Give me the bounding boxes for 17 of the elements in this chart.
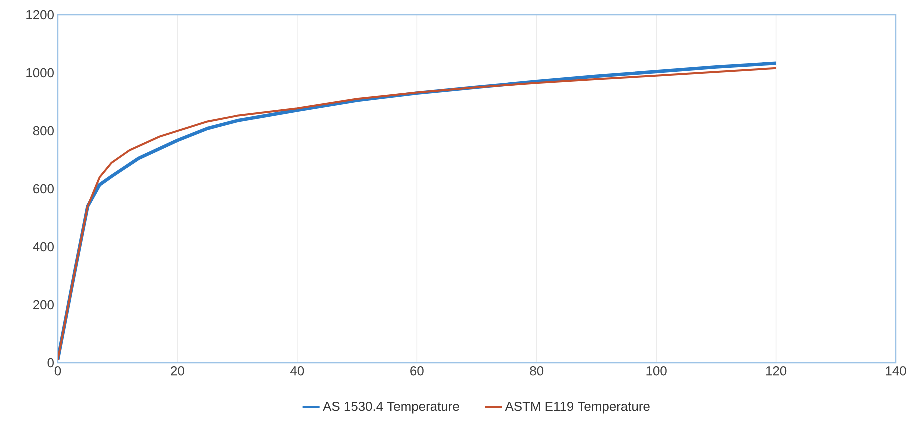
x-tick-label: 140 [886, 366, 906, 376]
y-tick-label: 0 [48, 358, 54, 368]
x-tick-label: 80 [530, 366, 544, 376]
y-tick-label: 600 [34, 184, 54, 194]
legend-label: AS 1530.4 Temperature [323, 402, 460, 414]
y-tick-label: 200 [34, 300, 54, 310]
y-tick-label: 800 [33, 126, 54, 136]
x-tick-label: 100 [646, 366, 667, 376]
y-tick-label: 1200 [26, 10, 54, 20]
x-tick-label: 20 [171, 366, 184, 376]
x-tick-label: 120 [766, 366, 787, 376]
y-tick-label: 1000 [26, 68, 54, 78]
x-tick-label: 60 [410, 366, 424, 376]
legend-label: ASTM E119 Temperature [505, 402, 650, 414]
y-tick-label: 400 [33, 242, 54, 252]
x-tick-label: 40 [290, 366, 304, 376]
x-tick-label: 0 [54, 366, 62, 376]
